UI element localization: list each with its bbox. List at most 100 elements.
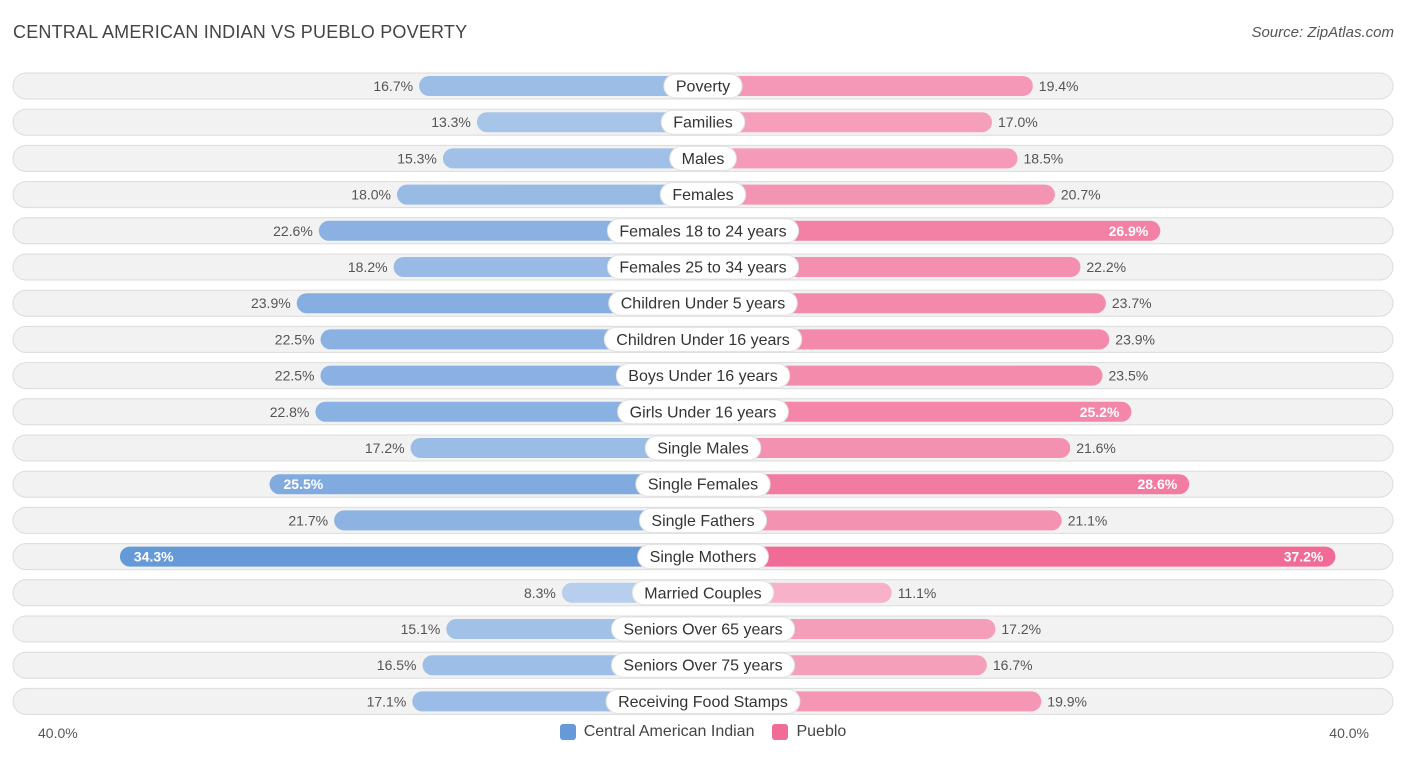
chart-row: 16.5% 16.7% Seniors Over 75 years	[12, 651, 1394, 679]
category-label: Children Under 5 years	[621, 296, 786, 313]
value-label-central-american-indian: 34.3%	[134, 549, 174, 565]
legend-item-left[interactable]: Central American Indian	[559, 723, 755, 741]
bar-pueblo	[703, 76, 1033, 96]
chart-row: 22.6% 26.9% Females 18 to 24 years	[12, 217, 1394, 245]
category-label: Single Males	[657, 441, 749, 458]
category-pill	[660, 109, 746, 135]
bar-central-american-indian	[334, 510, 703, 531]
value-label-central-american-indian: 17.2%	[365, 440, 405, 456]
chart-row: 21.7% 21.1% Single Fathers	[12, 506, 1394, 534]
value-label-central-american-indian: 18.0%	[351, 187, 391, 203]
bar-pueblo	[703, 365, 1103, 386]
bar-pueblo	[703, 329, 1110, 350]
value-label-pueblo: 37.2%	[1284, 549, 1324, 565]
bar-central-american-indian	[419, 76, 703, 96]
chart-row: 22.5% 23.9% Children Under 16 years	[12, 325, 1394, 353]
bar-central-american-indian	[269, 474, 703, 495]
bar-central-american-indian	[397, 184, 703, 205]
chart-row: 15.1% 17.2% Seniors Over 65 years	[12, 615, 1394, 643]
axis-left-label: 40.0%	[38, 725, 78, 741]
value-label-pueblo: 18.5%	[1024, 150, 1064, 166]
legend-swatch-left	[559, 724, 576, 740]
value-label-central-american-indian: 22.5%	[275, 368, 315, 384]
legend-swatch-right	[772, 724, 789, 740]
value-label-central-american-indian: 25.5%	[284, 476, 324, 492]
value-label-central-american-indian: 16.5%	[377, 657, 417, 673]
bar-central-american-indian	[119, 546, 703, 567]
value-label-central-american-indian: 22.6%	[273, 223, 313, 239]
chart-canvas: 16.7% 19.4% Poverty 13.3% 17.0% Families 15.3%…	[12, 72, 1394, 715]
category-label: Families	[673, 115, 733, 132]
category-pill	[617, 399, 789, 425]
value-label-central-american-indian: 23.9%	[251, 295, 291, 311]
bar-central-american-indian	[442, 148, 703, 169]
chart-row: 23.9% 23.7% Children Under 5 years	[12, 289, 1394, 317]
category-label: Single Fathers	[651, 513, 754, 530]
category-pill	[606, 218, 800, 244]
legend-label-left: Central American Indian	[583, 723, 755, 740]
bar-central-american-indian	[315, 401, 703, 422]
category-label: Females 25 to 34 years	[619, 260, 786, 277]
value-label-pueblo: 23.9%	[1115, 331, 1155, 347]
value-label-central-american-indian: 21.7%	[288, 512, 328, 528]
bar-central-american-indian	[318, 220, 703, 241]
value-label-pueblo: 22.2%	[1086, 259, 1126, 275]
category-pill	[610, 616, 796, 642]
chart-row: 34.3% 37.2% Single Mothers	[12, 543, 1394, 571]
category-pill	[663, 73, 743, 99]
bar-pueblo	[703, 112, 992, 133]
value-label-pueblo: 11.1%	[898, 585, 937, 601]
value-label-pueblo: 21.6%	[1076, 440, 1116, 456]
chart-row: 18.2% 22.2% Females 25 to 34 years	[12, 253, 1394, 281]
bar-pueblo	[703, 401, 1132, 422]
category-pill	[635, 471, 771, 497]
bar-pueblo	[703, 438, 1071, 458]
category-label: Seniors Over 65 years	[623, 622, 782, 639]
category-pill	[637, 544, 769, 570]
value-label-central-american-indian: 22.5%	[275, 331, 315, 347]
axis-right-label: 40.0%	[1329, 725, 1369, 741]
value-label-central-american-indian: 17.1%	[367, 693, 407, 709]
value-label-pueblo: 28.6%	[1137, 476, 1177, 492]
category-label: Girls Under 16 years	[630, 404, 777, 421]
legend-item-right[interactable]: Pueblo	[772, 723, 846, 741]
value-label-pueblo: 19.4%	[1039, 78, 1079, 94]
bar-pueblo	[703, 510, 1062, 531]
chart-title: CENTRAL AMERICAN INDIAN VS PUEBLO POVERT…	[13, 22, 468, 42]
category-label: Receiving Food Stamps	[618, 694, 788, 711]
category-label: Single Mothers	[650, 549, 757, 566]
category-pill	[608, 290, 798, 316]
category-label: Poverty	[676, 79, 730, 96]
value-label-pueblo: 23.7%	[1112, 295, 1152, 311]
bar-central-american-indian	[410, 438, 703, 458]
value-label-pueblo: 20.7%	[1061, 187, 1101, 203]
bar-pueblo	[703, 293, 1106, 314]
value-label-pueblo: 17.2%	[1001, 621, 1041, 637]
value-label-central-american-indian: 15.1%	[401, 621, 441, 637]
chart-row: 16.7% 19.4% Poverty	[12, 72, 1394, 100]
value-label-central-american-indian: 18.2%	[348, 259, 388, 275]
bar-pueblo	[703, 546, 1336, 567]
category-pill	[669, 145, 737, 171]
category-label: Married Couples	[644, 585, 761, 602]
category-pill	[615, 363, 791, 389]
bar-central-american-indian	[296, 293, 703, 314]
value-label-pueblo: 23.5%	[1109, 368, 1149, 384]
category-pill	[610, 652, 796, 678]
value-label-central-american-indian: 15.3%	[397, 150, 437, 166]
chart-row: 18.0% 20.7% Females	[12, 181, 1394, 209]
chart-row: 17.2% 21.6% Single Males	[12, 434, 1394, 462]
bar-pueblo	[703, 220, 1161, 241]
category-label: Females	[672, 187, 733, 204]
chart-row: 25.5% 28.6% Single Females	[12, 470, 1394, 498]
value-label-central-american-indian: 8.3%	[524, 585, 556, 601]
bar-central-american-indian	[476, 112, 703, 133]
category-label: Single Females	[648, 477, 758, 494]
category-pill	[638, 507, 768, 533]
bar-pueblo	[703, 474, 1190, 495]
chart-row: 22.5% 23.5% Boys Under 16 years	[12, 362, 1394, 390]
bar-pueblo	[703, 184, 1055, 205]
legend-label-right: Pueblo	[796, 723, 847, 740]
bar-pueblo	[703, 148, 1018, 169]
category-pill	[606, 254, 800, 280]
